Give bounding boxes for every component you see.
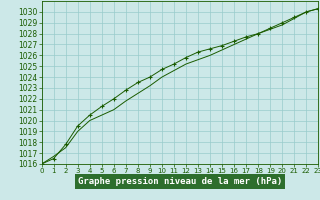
X-axis label: Graphe pression niveau de la mer (hPa): Graphe pression niveau de la mer (hPa) xyxy=(78,177,282,186)
